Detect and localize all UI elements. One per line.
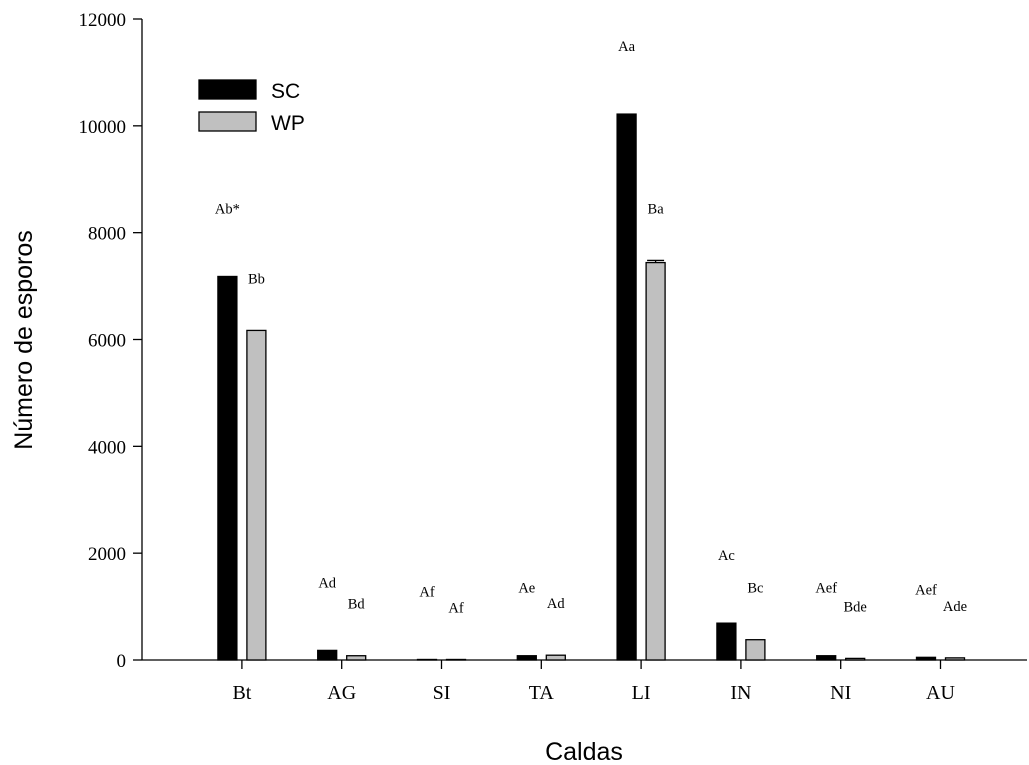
bar-labels: Ab* Ad Af Ae Aa Ac Aef Aef Bb Bd Af Ad Ba Bc Bde Ade bbox=[215, 39, 967, 616]
bar-label: Aef bbox=[815, 581, 837, 597]
y-tick-label: 4000 bbox=[88, 437, 126, 458]
x-tick-label: NI bbox=[830, 682, 851, 704]
x-tick-label: IN bbox=[730, 682, 751, 704]
bar-wp-ni bbox=[845, 657, 866, 661]
x-tick-label: AG bbox=[327, 682, 356, 704]
bar-label: Ad bbox=[318, 575, 336, 591]
y-tick-label: 8000 bbox=[88, 224, 126, 245]
y-tick-label: 2000 bbox=[88, 544, 126, 565]
bar-wp-au bbox=[944, 657, 966, 661]
bar-label: Bb bbox=[248, 271, 265, 287]
bar-label: Af bbox=[419, 584, 434, 600]
bar-label: Bd bbox=[348, 597, 366, 613]
bar-sc-ag bbox=[317, 649, 338, 661]
legend-label-wp: WP bbox=[271, 112, 305, 135]
bar-sc-au bbox=[915, 656, 937, 661]
legend-swatch-wp bbox=[198, 111, 257, 132]
bar-sc-in bbox=[716, 622, 737, 661]
bar-wp-li bbox=[645, 261, 666, 661]
bar-label: Ac bbox=[718, 548, 735, 564]
y-tick-label: 6000 bbox=[88, 331, 126, 352]
bar-label: Ad bbox=[547, 596, 565, 612]
legend-swatch-sc bbox=[198, 79, 257, 100]
bar-label: Ae bbox=[518, 581, 535, 597]
legend: SC WP bbox=[198, 79, 305, 135]
bar-sc-ta bbox=[516, 655, 537, 661]
bar-wp-ag bbox=[346, 655, 367, 661]
bar-label: Aa bbox=[618, 39, 635, 55]
bar-label: Ba bbox=[648, 201, 665, 217]
bar-wp-bt bbox=[246, 329, 267, 661]
x-tick-label: Bt bbox=[232, 682, 251, 704]
x-tick-label: TA bbox=[529, 682, 555, 704]
bar-sc-bt bbox=[217, 275, 238, 661]
bar-label: Bde bbox=[844, 599, 867, 615]
x-axis-ticks: Bt AG SI TA LI IN NI AU bbox=[232, 660, 955, 704]
bar-label: Ab* bbox=[215, 201, 240, 217]
bar-label: Ade bbox=[943, 599, 967, 615]
x-axis-title: Caldas bbox=[545, 738, 623, 765]
bars bbox=[217, 113, 966, 661]
y-tick-label: 0 bbox=[117, 651, 127, 672]
y-tick-label: 12000 bbox=[79, 10, 127, 31]
bar-sc-li bbox=[616, 113, 637, 661]
bar-wp-ta bbox=[545, 654, 566, 661]
bar-label: Af bbox=[448, 600, 463, 616]
bar-wp-si bbox=[445, 658, 467, 661]
legend-label-sc: SC bbox=[271, 80, 300, 103]
x-tick-label: LI bbox=[632, 682, 651, 704]
y-tick-label: 10000 bbox=[79, 117, 127, 138]
bar-sc-ni bbox=[816, 655, 837, 661]
bar-wp-in bbox=[745, 639, 766, 661]
bar-sc-si bbox=[416, 658, 438, 661]
x-tick-label: AU bbox=[926, 682, 955, 704]
y-axis-title: Número de esporos bbox=[10, 230, 38, 450]
bar-label: Bc bbox=[747, 581, 763, 597]
bar-label: Aef bbox=[915, 582, 937, 598]
x-tick-label: SI bbox=[433, 682, 451, 704]
y-axis-ticks: 0 2000 4000 6000 8000 10000 12000 bbox=[79, 10, 142, 672]
